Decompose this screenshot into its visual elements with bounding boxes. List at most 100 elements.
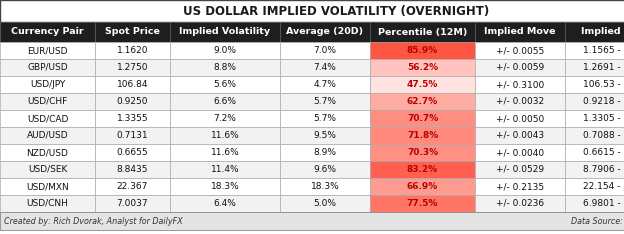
Text: 9.6%: 9.6%: [313, 165, 336, 174]
Bar: [0, 127, 95, 144]
Bar: [475, 22, 565, 42]
Bar: [95, 59, 170, 76]
Bar: [0, 42, 95, 59]
Text: 18.3%: 18.3%: [211, 182, 240, 191]
Text: Average (20D): Average (20D): [286, 28, 364, 37]
Bar: [0, 195, 95, 212]
Bar: [0, 0, 624, 22]
Bar: [95, 161, 170, 178]
Text: 18.3%: 18.3%: [311, 182, 339, 191]
Bar: [475, 76, 565, 93]
Text: 6.6%: 6.6%: [213, 97, 236, 106]
Text: USD/CAD: USD/CAD: [27, 114, 68, 123]
Bar: [95, 144, 170, 161]
Text: 5.6%: 5.6%: [213, 80, 236, 89]
Text: 47.5%: 47.5%: [407, 80, 438, 89]
Bar: [170, 76, 280, 93]
Text: USD/CHF: USD/CHF: [27, 97, 67, 106]
Bar: [370, 110, 475, 127]
Text: Implied Range: Implied Range: [581, 28, 624, 37]
Bar: [475, 127, 565, 144]
Bar: [0, 178, 95, 195]
Bar: [95, 76, 170, 93]
Bar: [565, 42, 624, 59]
Text: +/- 0.0043: +/- 0.0043: [496, 131, 544, 140]
Text: 7.0%: 7.0%: [313, 46, 336, 55]
Text: 5.7%: 5.7%: [313, 114, 336, 123]
Text: 9.5%: 9.5%: [313, 131, 336, 140]
Bar: [0, 22, 95, 42]
Text: 85.9%: 85.9%: [407, 46, 438, 55]
Bar: [475, 161, 565, 178]
Bar: [170, 42, 280, 59]
Text: Spot Price: Spot Price: [105, 28, 160, 37]
Text: 0.7088 - 0.7174: 0.7088 - 0.7174: [583, 131, 624, 140]
Text: US DOLLAR IMPLIED VOLATILITY (OVERNIGHT): US DOLLAR IMPLIED VOLATILITY (OVERNIGHT): [183, 4, 490, 18]
Bar: [475, 144, 565, 161]
Bar: [95, 127, 170, 144]
Bar: [370, 144, 475, 161]
Bar: [565, 110, 624, 127]
Text: USD/MXN: USD/MXN: [26, 182, 69, 191]
Bar: [280, 195, 370, 212]
Text: 11.6%: 11.6%: [211, 148, 240, 157]
Text: 22.154 - 22.581: 22.154 - 22.581: [583, 182, 624, 191]
Bar: [475, 178, 565, 195]
Bar: [280, 127, 370, 144]
Bar: [370, 161, 475, 178]
Bar: [370, 93, 475, 110]
Bar: [565, 76, 624, 93]
Text: 6.9801 - 7.0273: 6.9801 - 7.0273: [583, 199, 624, 208]
Text: 5.0%: 5.0%: [313, 199, 336, 208]
Bar: [475, 42, 565, 59]
Bar: [0, 110, 95, 127]
Text: AUD/USD: AUD/USD: [27, 131, 68, 140]
Bar: [0, 161, 95, 178]
Bar: [565, 195, 624, 212]
Text: 66.9%: 66.9%: [407, 182, 438, 191]
Text: +/- 0.3100: +/- 0.3100: [496, 80, 544, 89]
Text: +/- 0.0236: +/- 0.0236: [496, 199, 544, 208]
Text: Created by: Rich Dvorak, Analyst for DailyFX: Created by: Rich Dvorak, Analyst for Dai…: [4, 216, 183, 226]
Text: 1.2691 - 1.2809: 1.2691 - 1.2809: [583, 63, 624, 72]
Text: 83.2%: 83.2%: [407, 165, 438, 174]
Bar: [0, 76, 95, 93]
Text: +/- 0.0032: +/- 0.0032: [496, 97, 544, 106]
Bar: [170, 93, 280, 110]
Bar: [0, 59, 95, 76]
Text: 56.2%: 56.2%: [407, 63, 438, 72]
Text: 8.9%: 8.9%: [313, 148, 336, 157]
Text: 5.7%: 5.7%: [313, 97, 336, 106]
Bar: [370, 22, 475, 42]
Bar: [0, 93, 95, 110]
Bar: [475, 110, 565, 127]
Text: USD/JPY: USD/JPY: [30, 80, 65, 89]
Bar: [370, 59, 475, 76]
Bar: [565, 93, 624, 110]
Text: 9.0%: 9.0%: [213, 46, 236, 55]
Bar: [95, 110, 170, 127]
Bar: [565, 161, 624, 178]
Bar: [0, 212, 624, 230]
Bar: [170, 127, 280, 144]
Text: +/- 0.0059: +/- 0.0059: [496, 63, 544, 72]
Bar: [280, 76, 370, 93]
Bar: [370, 195, 475, 212]
Text: 62.7%: 62.7%: [407, 97, 438, 106]
Bar: [280, 22, 370, 42]
Text: Implied Move: Implied Move: [484, 28, 556, 37]
Bar: [95, 42, 170, 59]
Bar: [170, 195, 280, 212]
Bar: [280, 110, 370, 127]
Bar: [170, 110, 280, 127]
Text: USD/SEK: USD/SEK: [28, 165, 67, 174]
Bar: [475, 195, 565, 212]
Text: 1.2750: 1.2750: [117, 63, 149, 72]
Text: Percentile (12M): Percentile (12M): [378, 28, 467, 37]
Bar: [370, 178, 475, 195]
Bar: [475, 93, 565, 110]
Text: 7.2%: 7.2%: [213, 114, 236, 123]
Text: Implied Volatility: Implied Volatility: [180, 28, 271, 37]
Text: 1.1620: 1.1620: [117, 46, 149, 55]
Text: 1.3355: 1.3355: [117, 114, 149, 123]
